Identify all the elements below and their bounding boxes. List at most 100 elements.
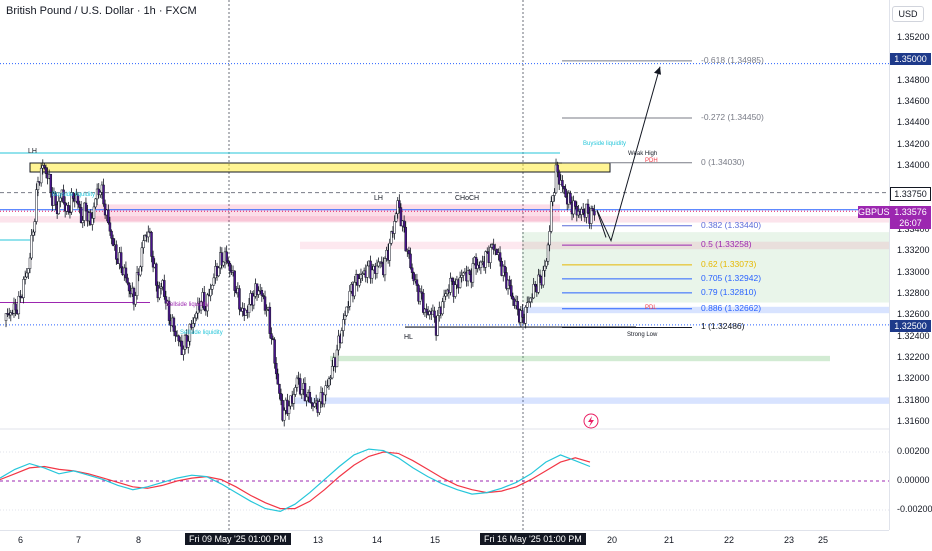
sellside-liquidity-left-label: Sellside liquidity (180, 330, 223, 336)
sellside-liquidity-label: Sellside liquidity (166, 302, 209, 308)
currency-button[interactable]: USD (892, 6, 924, 22)
candle-body (436, 315, 439, 336)
candle-body (449, 277, 452, 293)
candle-body (370, 269, 374, 279)
candle-body (551, 195, 555, 202)
candle-body (83, 202, 86, 221)
candle-body (159, 286, 163, 289)
candle-body (361, 273, 364, 276)
time-tick-label[interactable]: 22 (724, 535, 735, 545)
time-tick-label[interactable]: 25 (818, 535, 829, 545)
candle-body (268, 306, 272, 334)
candle-body (425, 308, 428, 313)
candle-body (187, 340, 190, 348)
candle-body (27, 268, 30, 274)
candle-body (564, 188, 567, 198)
time-tick-label[interactable]: 7 (76, 535, 82, 545)
candle-body (380, 261, 383, 264)
candle-body (211, 284, 214, 290)
candle-body (287, 405, 291, 414)
price-axis[interactable] (889, 0, 932, 530)
candle-body (212, 277, 216, 286)
candle-body (573, 200, 577, 207)
candle-body (155, 263, 158, 286)
target-price-tag: 1.35000 (890, 53, 931, 66)
time-tick-label[interactable]: 14 (372, 535, 383, 545)
choch-label: CHoCH (455, 195, 480, 202)
candle-body (199, 301, 203, 311)
time-axis[interactable] (0, 530, 889, 551)
candle-body (444, 293, 447, 297)
fib-label: 0.62 (1.33073) (701, 258, 757, 269)
candle-body (324, 385, 328, 396)
candle-body (97, 188, 100, 196)
osc-tick-label: 0.00200 (897, 446, 930, 456)
candle-body (174, 331, 177, 337)
candle-body (305, 396, 308, 402)
price-tick-label: 1.32400 (897, 330, 930, 341)
price-tick-label: 1.34200 (897, 138, 930, 149)
time-tick-label[interactable]: 20 (607, 535, 618, 545)
candle-body (415, 279, 419, 286)
candle-body (589, 208, 593, 224)
candle-body (36, 181, 40, 190)
time-tick-label[interactable]: 21 (664, 535, 675, 545)
time-tick-label[interactable]: 23 (784, 535, 795, 545)
candle-body (479, 261, 483, 268)
lh-mid-label: LH (374, 195, 383, 202)
candle-body (265, 309, 268, 311)
candle-body (191, 323, 195, 328)
time-tick-label[interactable]: Fri 09 May '25 01:00 PM (185, 533, 291, 545)
candle-body (84, 202, 88, 212)
candle-body (292, 394, 296, 404)
candle-body (126, 277, 129, 284)
candle-body (554, 164, 558, 194)
candle-body (313, 402, 316, 407)
candle-body (127, 282, 131, 292)
time-tick-label[interactable]: 13 (313, 535, 324, 545)
candle-body (530, 297, 534, 300)
price-plot[interactable] (0, 0, 889, 530)
candle-body (17, 295, 21, 315)
candle-body (167, 300, 171, 321)
candle-body (182, 348, 185, 355)
candle-body (388, 242, 391, 261)
candle-body (79, 207, 83, 223)
candle-body (147, 231, 150, 238)
time-tick-label[interactable]: 15 (430, 535, 441, 545)
fib-label: -0.272 (1.34450) (701, 112, 764, 122)
price-tick-label: 1.34400 (897, 117, 930, 128)
time-tick-label[interactable]: 6 (18, 535, 24, 545)
candle-body (489, 247, 492, 263)
candle-body (220, 252, 224, 266)
candle-body (278, 383, 281, 394)
candle-body (549, 201, 553, 232)
candle-body (270, 333, 273, 339)
candle-body (99, 192, 102, 196)
candle-body (177, 335, 180, 342)
candle-body (409, 253, 412, 269)
buyside-liquidity-label: Buyside liquidity (583, 141, 627, 147)
candle-body (76, 194, 80, 205)
candle-body (553, 192, 556, 196)
symbol-tag: GBPUSD (858, 206, 897, 218)
level-price-tag: 1.33750 (890, 186, 931, 201)
candle-body (294, 387, 297, 395)
fib-label: 1 (1.32486) (701, 321, 745, 332)
candle-body (484, 251, 487, 268)
candle-body (410, 267, 414, 273)
time-tick-label[interactable]: 8 (136, 535, 142, 545)
candle-body (150, 232, 153, 257)
candle-body (538, 274, 542, 277)
candle-body (442, 295, 446, 303)
candle-body (49, 174, 53, 193)
candle-body (404, 226, 407, 252)
candle-body (359, 274, 363, 280)
time-tick-label[interactable]: Fri 16 May '25 01:00 PM (480, 533, 586, 545)
supply-zone (29, 162, 611, 173)
candle-body (412, 272, 415, 282)
price-tick-label: 1.34600 (897, 96, 930, 106)
osc-tick-label: -0.00200 (897, 504, 932, 514)
candle-body (458, 277, 462, 288)
